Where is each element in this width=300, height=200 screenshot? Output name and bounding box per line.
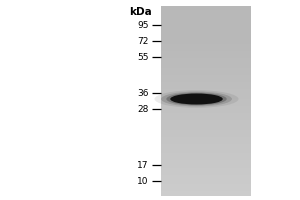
Bar [160,122,250,125]
Bar [160,77,250,80]
Bar [160,141,250,144]
Bar [160,182,250,184]
Bar [160,139,250,141]
Bar [160,32,250,34]
Bar [160,60,250,63]
Bar [160,160,250,163]
Bar [160,53,250,56]
Bar [160,158,250,160]
Bar [160,87,250,89]
Bar [160,106,250,108]
Bar [160,110,250,113]
Bar [160,25,250,27]
Bar [160,27,250,30]
Bar [160,75,250,77]
Bar [160,89,250,92]
Bar [160,184,250,186]
Bar [160,189,250,191]
Ellipse shape [154,90,238,108]
Bar [160,30,250,32]
Bar [160,167,250,170]
Bar [160,115,250,118]
Bar [160,22,250,25]
Text: 36: 36 [137,88,148,98]
Bar [160,177,250,179]
Bar [160,58,250,61]
Bar [160,120,250,122]
Bar [160,20,250,23]
Bar [160,6,250,196]
Bar [160,134,250,137]
Bar [160,136,250,139]
Bar [160,79,250,82]
Bar [160,129,250,132]
Text: 72: 72 [137,36,148,46]
Bar [160,94,250,96]
Bar [160,125,250,127]
Bar [160,34,250,37]
Bar [160,101,250,103]
Bar [160,117,250,120]
Bar [160,68,250,70]
Bar [160,82,250,84]
Bar [160,108,250,110]
Bar [160,8,250,11]
Bar [160,165,250,168]
Bar [160,91,250,94]
Bar [160,84,250,87]
Bar [160,39,250,42]
Text: kDa: kDa [129,7,152,17]
Bar [160,155,250,158]
Bar [160,144,250,146]
Bar [160,127,250,130]
Bar [160,18,250,20]
Bar [160,37,250,39]
Bar [160,174,250,177]
Bar [160,103,250,106]
Bar [160,44,250,46]
Bar [160,146,250,148]
Ellipse shape [170,94,223,104]
Bar [160,186,250,189]
Bar [160,51,250,53]
Ellipse shape [161,92,232,106]
Bar [160,172,250,175]
Bar [160,70,250,73]
Bar [160,170,250,172]
Text: 55: 55 [137,52,148,62]
Bar [160,15,250,18]
Bar [160,113,250,115]
Bar [160,179,250,182]
Bar [160,63,250,65]
Bar [160,49,250,51]
Bar [160,148,250,151]
Bar [160,163,250,165]
Bar [160,56,250,58]
Text: 28: 28 [137,104,148,114]
Bar [160,46,250,49]
Bar [160,11,250,13]
Bar [160,41,250,44]
Text: 10: 10 [137,176,148,186]
Bar [160,6,250,8]
Bar [160,72,250,75]
Bar [160,98,250,101]
Bar [160,193,250,196]
Ellipse shape [166,93,227,105]
Bar [160,65,250,68]
Text: 17: 17 [137,160,148,170]
Bar [160,153,250,156]
Bar [160,151,250,153]
Bar [160,191,250,194]
Bar [160,13,250,16]
Bar [160,96,250,99]
Bar [160,132,250,134]
Text: 95: 95 [137,21,148,29]
